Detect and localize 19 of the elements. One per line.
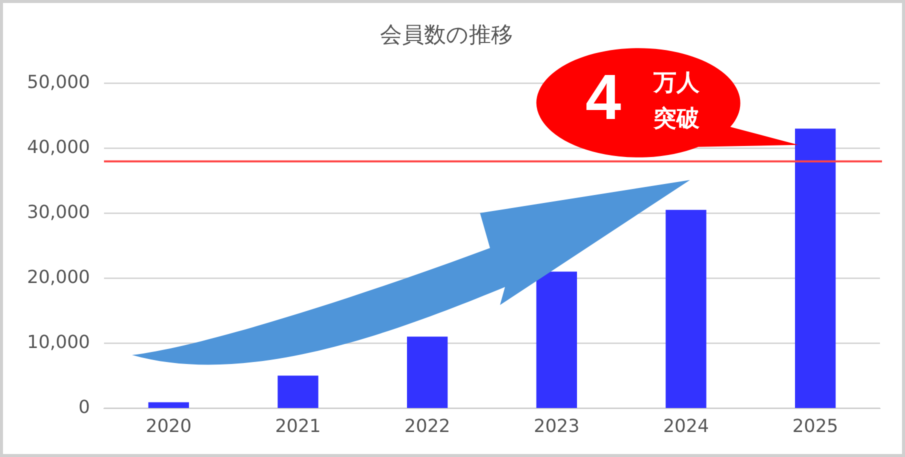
x-tick-label: 2020 [146, 416, 192, 437]
y-tick-label: 10,000 [27, 332, 90, 354]
x-tick-label: 2022 [404, 416, 450, 437]
x-tick-label: 2025 [792, 416, 838, 437]
bar [278, 376, 318, 408]
y-tick-label: 50,000 [27, 72, 90, 94]
bar [536, 272, 577, 408]
x-tick-label: 2021 [275, 416, 321, 437]
bar [406, 336, 448, 408]
chart-title: 会員数の推移 [380, 22, 513, 48]
y-tick-label: 30,000 [27, 202, 90, 224]
y-tick-label: 0 [78, 397, 90, 418]
x-tick-label: 2024 [663, 416, 709, 437]
bar [795, 128, 836, 408]
bar [666, 210, 706, 408]
y-tick-label: 20,000 [27, 267, 90, 288]
bar [148, 402, 189, 408]
x-tick-label: 2023 [534, 416, 580, 437]
y-tick-label: 40,000 [27, 137, 90, 158]
